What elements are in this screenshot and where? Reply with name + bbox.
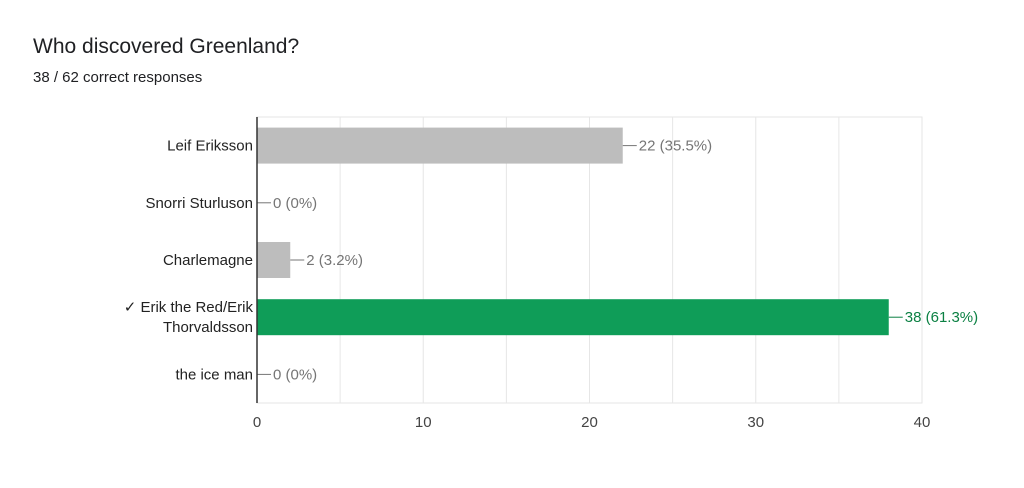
x-tick-label: 30 xyxy=(747,414,764,431)
data-label: 0 (0%) xyxy=(273,195,317,212)
correct-responses-count: 38 / 62 correct responses xyxy=(33,69,203,86)
x-tick-label: 20 xyxy=(581,414,598,431)
data-label: 22 (35.5%) xyxy=(639,138,712,155)
x-tick-label: 0 xyxy=(253,414,261,431)
category-label: ✓ Erik the Red/Erik xyxy=(124,299,254,316)
x-tick-label: 10 xyxy=(415,414,432,431)
category-label-text: Erik the Red/Erik xyxy=(140,299,253,316)
data-label: 2 (3.2%) xyxy=(306,252,363,269)
bar xyxy=(257,299,889,336)
x-tick-label: 40 xyxy=(914,414,931,431)
bar xyxy=(257,127,623,164)
category-label: Leif Eriksson xyxy=(167,138,253,155)
category-label: Thorvaldsson xyxy=(163,319,253,336)
question-title: Who discovered Greenland? xyxy=(33,35,300,58)
category-label: Charlemagne xyxy=(163,252,253,269)
correct-checkmark-icon: ✓ xyxy=(124,299,141,316)
category-label: Snorri Sturluson xyxy=(145,195,253,212)
data-label: 38 (61.3%) xyxy=(905,309,978,326)
category-label: the ice man xyxy=(175,366,253,383)
data-label: 0 (0%) xyxy=(273,366,317,383)
bar xyxy=(257,242,291,278)
